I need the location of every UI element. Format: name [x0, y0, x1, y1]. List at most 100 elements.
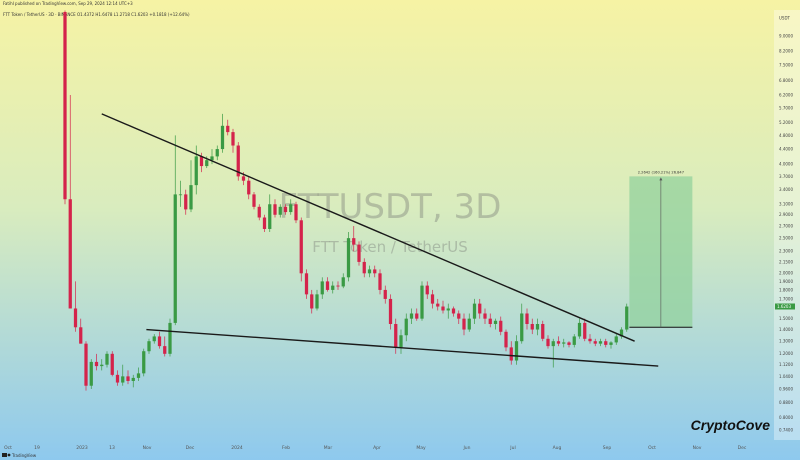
candle-body: [556, 341, 561, 344]
candle-body: [625, 306, 629, 330]
candle-body: [436, 303, 440, 307]
price-tick-label: 1.2000: [779, 351, 793, 356]
price-tick-label: 1.1200: [779, 362, 793, 367]
trendlines[interactable]: [101, 113, 659, 367]
candle-body: [404, 318, 408, 336]
price-tick-label: 2.1500: [779, 259, 793, 264]
tradingview-logo: TradingView: [2, 453, 37, 458]
symbol-info-line: FTT Token / TetherUS · 3D · BINANCE O1.4…: [3, 12, 190, 17]
candle-body: [598, 341, 603, 344]
price-tick-label: 4.8000: [779, 133, 793, 138]
candles: [63, 10, 629, 391]
time-tick-label: Nov: [693, 445, 702, 451]
candle-body: [252, 194, 256, 207]
candle-body: [157, 336, 162, 347]
candle-body: [126, 376, 130, 381]
price-tick-label: 7.5000: [779, 62, 793, 67]
candle-body: [362, 261, 366, 274]
candle-body: [420, 285, 424, 319]
price-tick-label: 9.0000: [779, 34, 793, 39]
candle-body: [105, 353, 109, 365]
candle-body: [178, 194, 183, 196]
price-tick-label: 0.8800: [779, 400, 793, 405]
candle-body: [541, 323, 545, 339]
price-tick-label: 0.8000: [779, 415, 793, 420]
time-tick-label: Feb: [282, 445, 290, 451]
candle-body: [357, 244, 361, 262]
price-tick-label: 8.2000: [779, 48, 793, 53]
price-tick-label: 1.7000: [779, 296, 793, 301]
time-tick-label: Oct: [648, 445, 656, 451]
price-tick-label: 1.3000: [779, 339, 793, 344]
candle-body: [352, 238, 356, 245]
candle-body: [583, 322, 587, 339]
candle-body: [84, 343, 88, 386]
candle-body: [525, 313, 529, 324]
time-tick-label: May: [416, 445, 426, 451]
price-tick-label: 6.2000: [779, 92, 793, 97]
price-tick-label: 2.5000: [779, 236, 793, 241]
price-tick-label: 4.4000: [779, 146, 793, 151]
svg-text:TradingView: TradingView: [11, 453, 37, 458]
candle-body: [341, 277, 345, 287]
candle-body: [551, 341, 555, 347]
candle-body: [184, 194, 188, 210]
candle-body: [299, 220, 303, 274]
candle-body: [68, 199, 72, 309]
candle-body: [220, 125, 225, 150]
candle-body: [430, 294, 435, 304]
time-tick-label: Oct: [4, 445, 12, 451]
candle-body: [415, 313, 419, 319]
candle-body: [173, 194, 177, 323]
candle-body: [467, 318, 471, 330]
candle-body: [593, 341, 597, 344]
last-price-badge: [775, 303, 795, 310]
candle-body: [367, 269, 372, 274]
candle-body: [373, 269, 377, 274]
candle-body: [268, 204, 272, 229]
price-axis[interactable]: 0.7400 0.8000 0.8800 0.9600 1.0400 1.1200 1.20…: [775, 15, 795, 432]
candle-body: [483, 313, 487, 319]
candle-body: [189, 185, 193, 210]
time-tick-label: Aug: [553, 445, 562, 451]
price-tick-label: 1.9000: [779, 279, 793, 284]
published-line: FatihI published on TradingView.com, Sep…: [3, 1, 133, 6]
candle-body: [331, 285, 335, 290]
price-tick-label: 2.7000: [779, 223, 793, 228]
price-tick-label: 6.8000: [779, 78, 793, 83]
time-tick-label: Apr: [373, 445, 381, 451]
trendline-support: [146, 328, 659, 367]
target-measure[interactable]: 2.2642 (160.21%) 26.847: [629, 170, 693, 328]
price-tick-label: 0.9600: [779, 386, 793, 391]
candle-body: [142, 351, 146, 374]
price-axis-panel[interactable]: [774, 10, 800, 440]
candle-body: [609, 342, 613, 345]
candle-body: [100, 364, 104, 367]
candle-body: [294, 204, 298, 221]
candle-body: [79, 327, 83, 344]
candle-body: [388, 298, 393, 324]
candle-body: [446, 308, 450, 311]
watermark-symbol: FTTUSDT, 3D: [279, 187, 502, 227]
candle-body: [441, 306, 445, 311]
time-tick-label: Jul: [509, 445, 515, 451]
candle-body: [504, 331, 508, 348]
time-tick-label: 19: [34, 445, 40, 451]
candle-body: [472, 303, 477, 319]
candle-body: [163, 346, 167, 354]
candle-body: [136, 373, 141, 378]
candle-body: [257, 206, 261, 218]
candle-body: [546, 338, 550, 347]
candle-body: [247, 180, 251, 195]
candle-body: [310, 294, 314, 309]
candle-body: [425, 285, 429, 295]
candle-body: [378, 273, 382, 290]
trendline-descending-resistance: [101, 113, 635, 342]
candle-body: [131, 377, 135, 381]
time-tick-label: 13: [109, 445, 115, 451]
candle-body: [168, 322, 172, 354]
price-tick-label: 5.7000: [779, 106, 793, 111]
candle-body: [226, 125, 230, 133]
time-axis[interactable]: Oct 19 2023 13 Nov Dec 2024 Feb Mar Apr May Jun Jul A…: [4, 445, 747, 451]
